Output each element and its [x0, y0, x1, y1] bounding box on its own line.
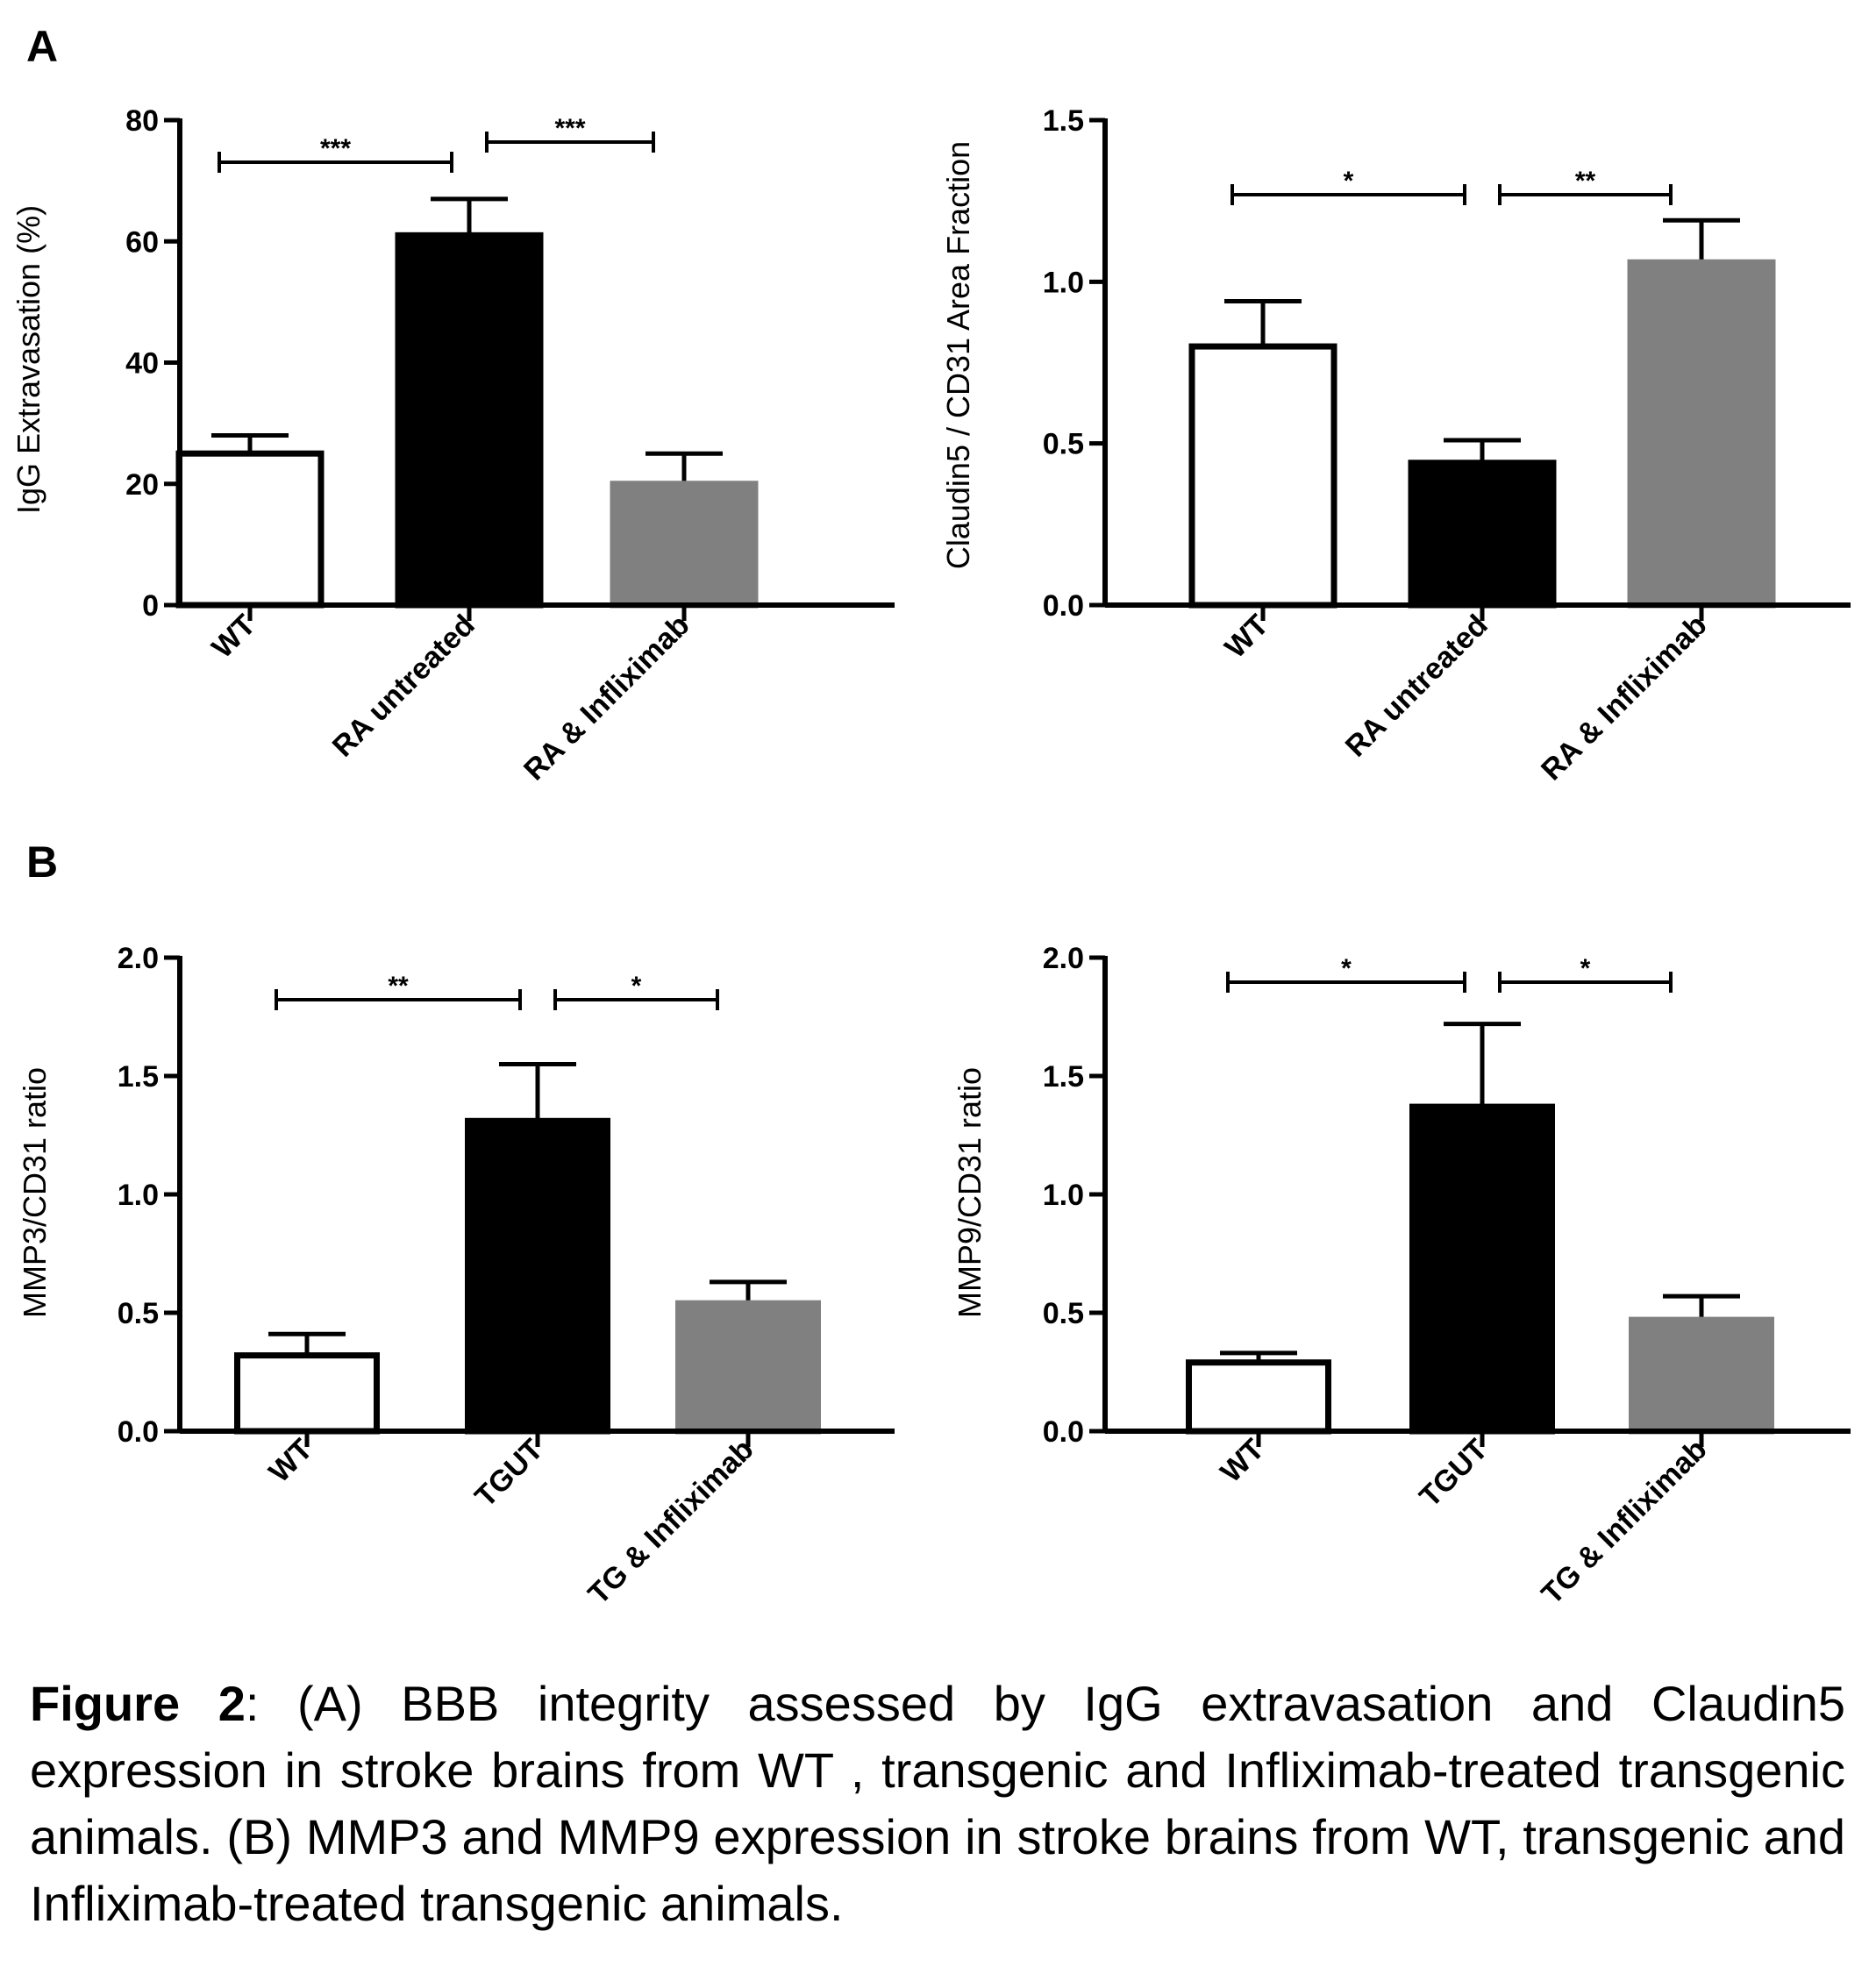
significance-label: **	[1575, 167, 1596, 196]
caption-text: : (A) BBB integrity assessed by IgG extr…	[30, 1676, 1845, 1931]
y-tick-label: 0.5	[118, 1297, 159, 1330]
x-category-label: RA & Infliximab	[1535, 609, 1714, 787]
y-axis-label: MMP3/CD31 ratio	[17, 1067, 53, 1318]
y-tick-label: 0.0	[1043, 1415, 1084, 1449]
chart-claudin5-cd31: 0.0 0.5 1.0 1.5 WT RA untreated RA & Inflixima…	[940, 104, 1851, 787]
y-tick-label: 1.0	[1043, 266, 1084, 299]
x-category-label: WT	[1218, 609, 1274, 665]
bar	[395, 232, 544, 609]
significance-label: ***	[320, 134, 351, 163]
bar	[234, 1352, 380, 1435]
significance-label: *	[1341, 954, 1352, 983]
chart-igg-extravasation: 0 20 40 60 80 WT RA untreated RA & Infliximab Ig…	[11, 104, 895, 787]
y-tick-label: 80	[125, 104, 159, 138]
x-category-label: WT	[1214, 1433, 1270, 1489]
y-tick-label: 2.0	[118, 942, 159, 975]
caption-figure-label: Figure 2	[30, 1676, 246, 1731]
y-tick-label: 60	[125, 225, 159, 259]
x-category-label: RA untreated	[1339, 609, 1494, 764]
x-category-label: TGUT	[1413, 1433, 1494, 1514]
significance-label: **	[388, 972, 409, 1001]
y-axis-label: MMP9/CD31 ratio	[952, 1067, 988, 1318]
y-tick-label: 0.5	[1043, 428, 1084, 461]
x-category-label: RA untreated	[326, 609, 481, 764]
y-tick-label: 0	[142, 589, 159, 623]
x-category-label: TGUT	[468, 1433, 549, 1514]
significance-label: ***	[554, 114, 585, 143]
y-tick-label: 1.5	[1043, 104, 1084, 138]
bar	[1408, 460, 1557, 609]
panel-label-a: A	[26, 22, 58, 71]
figure-caption: Figure 2: (A) BBB integrity assessed by …	[30, 1671, 1845, 1937]
y-tick-label: 1.5	[118, 1060, 159, 1094]
bar	[1409, 1103, 1555, 1435]
bar	[1629, 1316, 1774, 1435]
significance-label: *	[1344, 167, 1354, 196]
y-axis-label: Claudin5 / CD31 Area Fraction	[940, 141, 976, 569]
bar	[175, 450, 325, 609]
bar	[465, 1117, 610, 1435]
bar	[610, 481, 759, 609]
y-tick-label: 1.0	[1043, 1179, 1084, 1212]
bar	[1188, 343, 1337, 609]
x-category-label: WT	[262, 1433, 318, 1489]
y-tick-label: 1.5	[1043, 1060, 1084, 1094]
y-tick-label: 1.0	[118, 1179, 159, 1212]
panel-label-b: B	[26, 837, 58, 887]
x-category-label: TG & Infliximab	[581, 1433, 760, 1611]
chart-mmp9-cd31: 0.0 0.5 1.0 1.5 2.0 WT TGUT TG & Infliximab MMP9…	[952, 942, 1851, 1611]
bar	[1186, 1359, 1331, 1435]
x-category-label: TG & Infliximab	[1535, 1433, 1713, 1611]
chart-mmp3-cd31: 0.0 0.5 1.0 1.5 2.0 WT TGUT TG & Infliximab MMP3…	[17, 942, 895, 1611]
y-tick-label: 0.0	[1043, 589, 1084, 623]
x-category-label: WT	[205, 609, 261, 665]
y-tick-label: 2.0	[1043, 942, 1084, 975]
significance-label: *	[1580, 954, 1591, 983]
bar	[1627, 259, 1776, 609]
x-category-label: RA & Infliximab	[517, 609, 696, 787]
bar	[675, 1300, 821, 1435]
y-tick-label: 20	[125, 468, 159, 502]
y-tick-label: 0.5	[1043, 1297, 1084, 1330]
y-tick-label: 40	[125, 347, 159, 381]
significance-label: *	[631, 972, 642, 1001]
y-axis-label: IgG Extravasation (%)	[11, 205, 46, 514]
y-tick-label: 0.0	[118, 1415, 159, 1449]
